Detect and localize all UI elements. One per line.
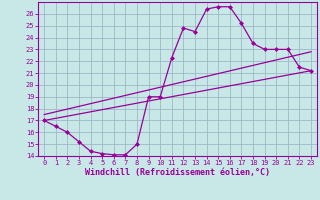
X-axis label: Windchill (Refroidissement éolien,°C): Windchill (Refroidissement éolien,°C) — [85, 168, 270, 177]
